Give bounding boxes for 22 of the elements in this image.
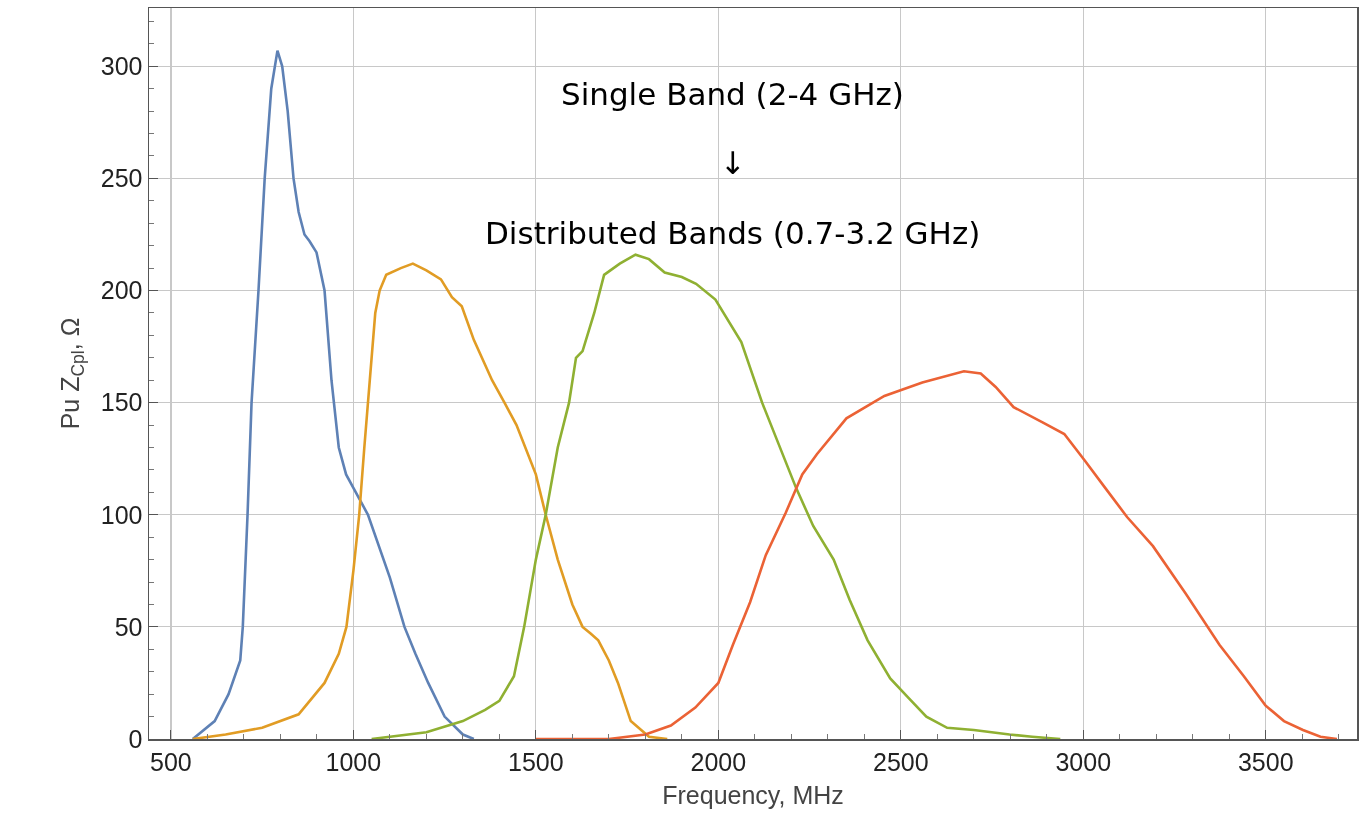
y-tick-label: 250 bbox=[100, 164, 143, 193]
y-tick-label: 300 bbox=[100, 52, 143, 81]
line-series bbox=[534, 369, 1339, 739]
y-tick-label: 150 bbox=[100, 388, 143, 417]
x-tick-label: 2500 bbox=[873, 747, 929, 776]
line-series bbox=[191, 49, 476, 739]
y-tick-label: 50 bbox=[114, 612, 143, 641]
line-series bbox=[370, 253, 1062, 739]
x-tick-label: 1000 bbox=[325, 747, 382, 776]
x-tick-label: 2000 bbox=[690, 747, 747, 776]
y-tick-label: 0 bbox=[128, 724, 143, 753]
x-tick-label: 3500 bbox=[1237, 747, 1294, 776]
x-tick-label: 3000 bbox=[1055, 747, 1112, 776]
x-tick-label: 1500 bbox=[508, 747, 564, 776]
annotation: ↓ bbox=[720, 145, 746, 181]
y-tick-label: 200 bbox=[100, 276, 143, 305]
line-series bbox=[191, 262, 669, 739]
x-tick-label: 500 bbox=[150, 747, 192, 776]
y-tick-label: 100 bbox=[100, 500, 143, 529]
annotation: Single Band (2-4 GHz) bbox=[561, 76, 904, 112]
x-axis-title: Frequency, MHz bbox=[662, 781, 844, 810]
annotation: Distributed Bands (0.7-3.2 GHz) bbox=[485, 215, 981, 251]
